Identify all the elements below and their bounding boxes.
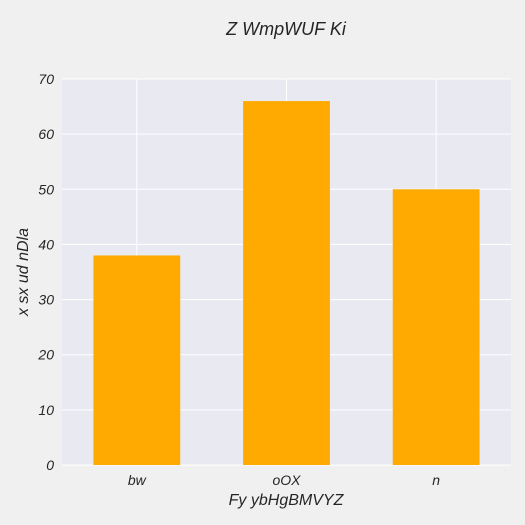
y-axis-ticks: 0 10 20 30 40 50 60 70 xyxy=(37,71,54,473)
bars xyxy=(93,101,480,466)
y-tick-label: 30 xyxy=(38,292,54,308)
y-tick-label: 20 xyxy=(37,347,54,363)
y-tick-label: 60 xyxy=(38,126,54,142)
y-axis-label: x sx ud nDla xyxy=(15,228,32,317)
bar-bw xyxy=(93,255,181,465)
x-axis-ticks: bw oOX n xyxy=(128,472,440,488)
y-tick-label: 50 xyxy=(38,181,54,197)
y-tick-label: 40 xyxy=(38,236,54,252)
bar-n xyxy=(392,189,480,466)
x-axis-label: Fy ybHgBMVYZ xyxy=(229,492,345,509)
chart-title: Z WmpWUF Ki xyxy=(225,19,347,39)
y-tick-label: 0 xyxy=(46,457,54,473)
x-tick-label: bw xyxy=(128,472,147,488)
x-tick-label: n xyxy=(432,472,440,488)
y-tick-label: 70 xyxy=(38,71,54,87)
bar-oOX xyxy=(243,101,330,466)
y-tick-label: 10 xyxy=(38,402,54,418)
x-tick-label: oOX xyxy=(272,472,301,488)
